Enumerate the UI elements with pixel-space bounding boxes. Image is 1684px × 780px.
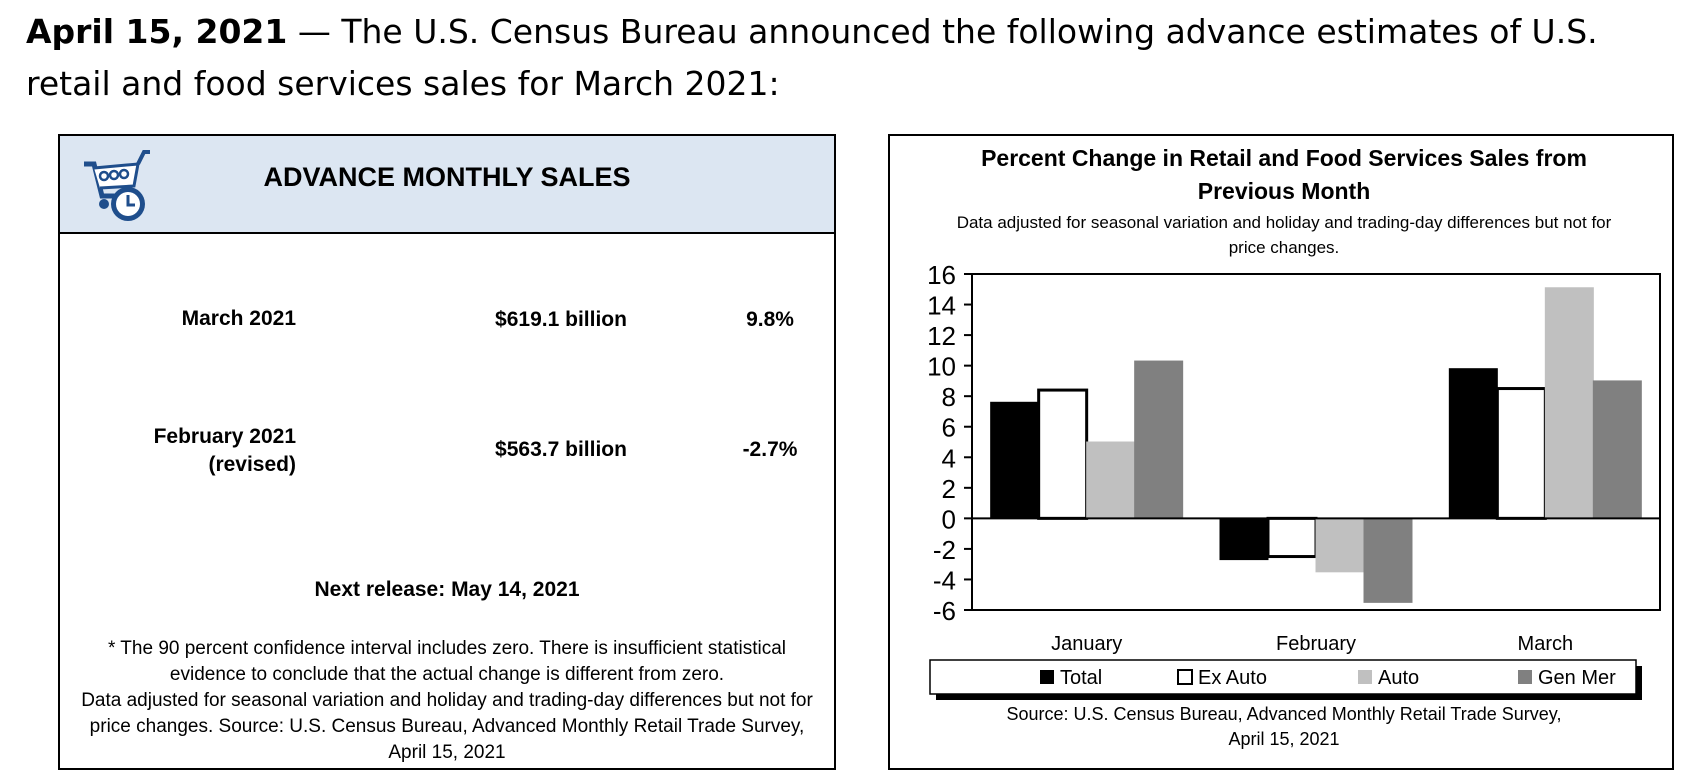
chart-source-line2: April 15, 2021 [1228, 729, 1339, 749]
shopping-cart-clock-icon [84, 150, 150, 221]
y-tick-label: 14 [927, 291, 956, 321]
row-amount-march: $619.1 billion [495, 308, 627, 331]
bar [990, 401, 1040, 519]
chart-panel: Percent Change in Retail and Food Servic… [888, 134, 1674, 770]
footnote: * The 90 percent confidence interval inc… [74, 636, 820, 766]
x-category-label: March [1518, 633, 1574, 655]
y-tick-label: 8 [942, 382, 956, 412]
bar [1448, 368, 1498, 519]
panel-header: ADVANCE MONTHLY SALES [60, 136, 834, 234]
percent-change-chart: Percent Change in Retail and Food Servic… [927, 145, 1661, 749]
chart-subtitle-line1: Data adjusted for seasonal variation and… [957, 213, 1612, 232]
row-amount-february: $563.7 billion [495, 438, 627, 461]
bar [1219, 517, 1269, 561]
chart-title-line1: Percent Change in Retail and Food Servic… [981, 145, 1587, 171]
footnote-source: Data adjusted for seasonal variation and… [81, 690, 813, 763]
bar [1086, 441, 1136, 519]
y-tick-label: 6 [942, 413, 956, 443]
y-tick-label: -2 [933, 535, 956, 565]
row-label-february: February 2021 [153, 425, 296, 448]
bar [1592, 380, 1642, 519]
legend-label: Gen Mer [1538, 667, 1616, 689]
footnote-confidence: * The 90 percent confidence interval inc… [107, 638, 787, 685]
row-label-march: March 2021 [181, 307, 296, 330]
bar [1037, 388, 1089, 520]
legend-swatch [1358, 670, 1372, 684]
y-tick-label: 0 [942, 504, 956, 534]
legend-label: Ex Auto [1198, 667, 1267, 689]
y-tick-label: -6 [933, 596, 956, 626]
panel-title: ADVANCE MONTHLY SALES [263, 162, 631, 192]
y-tick-label: 2 [942, 474, 956, 504]
chart-subtitle-line2: price changes. [1229, 238, 1340, 257]
row-label-february-revised: (revised) [208, 453, 296, 476]
y-tick-label: 16 [927, 260, 956, 290]
row-pct-february: -2.7% [742, 438, 798, 461]
advance-sales-panel: ADVANCE MONTHLY SALES March 2021 $619.1 … [58, 134, 836, 770]
legend-label: Auto [1378, 667, 1419, 689]
y-tick-label: 10 [927, 352, 956, 382]
y-tick-label: -4 [933, 565, 956, 595]
bar [1134, 360, 1184, 519]
bar [1315, 517, 1365, 573]
legend-swatch [1518, 670, 1532, 684]
headline-text: — The U.S. Census Bureau announced the f… [26, 12, 1598, 103]
x-category-label: January [1051, 633, 1122, 655]
bar [1266, 516, 1318, 559]
bar [1495, 387, 1547, 520]
chart-title-line2: Previous Month [1198, 178, 1371, 204]
headline-date: April 15, 2021 [26, 12, 288, 51]
legend-label: Total [1060, 667, 1102, 689]
x-category-label: February [1276, 633, 1356, 655]
legend-swatch [1040, 670, 1054, 684]
row-pct-march: 9.8% [746, 308, 794, 331]
chart-source-line1: Source: U.S. Census Bureau, Advanced Mon… [1007, 704, 1562, 724]
legend-swatch [1177, 669, 1193, 685]
y-tick-label: 12 [927, 321, 956, 351]
headline: April 15, 2021 — The U.S. Census Bureau … [26, 6, 1656, 110]
y-tick-label: 4 [942, 443, 956, 473]
next-release: Next release: May 14, 2021 [314, 578, 580, 601]
bar [1544, 287, 1594, 519]
bar [1363, 517, 1413, 603]
